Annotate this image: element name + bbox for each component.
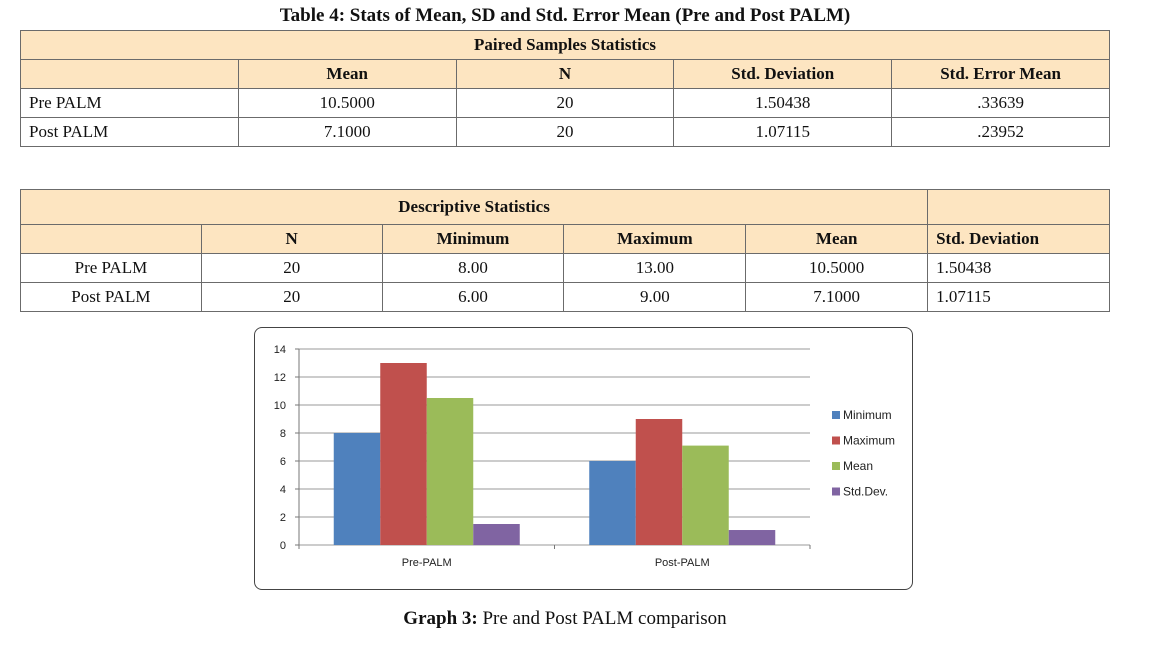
table-row: Post PALM 20 6.00 9.00 7.1000 1.07115 <box>20 282 1110 312</box>
cell-mean: 7.1000 <box>237 117 457 147</box>
column-header <box>20 59 239 89</box>
row-label: Post PALM <box>20 282 202 312</box>
bar-chart-svg: 0 2 4 6 8 10 12 14 Pre-PALM Post-PALM Minimum Maxim… <box>274 344 895 569</box>
legend-swatch <box>832 487 840 496</box>
legend-label: Std.Dev. <box>843 485 888 499</box>
column-header <box>20 224 202 254</box>
x-category-label: Post-PALM <box>655 557 710 569</box>
column-header-std-deviation: Std. Deviation <box>927 224 1110 254</box>
y-tick-label: 4 <box>280 484 286 496</box>
descriptive-statistics-heading: Descriptive Statistics <box>19 189 929 225</box>
y-tick-label: 10 <box>274 400 286 412</box>
y-tick-label: 14 <box>274 344 286 356</box>
bar-mean-post-palm <box>682 445 729 545</box>
column-header-std-error-mean: Std. Error Mean <box>891 59 1110 89</box>
bar-minimum-pre-palm <box>333 433 381 545</box>
cell-maximum: 13.00 <box>563 253 747 283</box>
cell-mean: 10.5000 <box>237 88 457 118</box>
cell-n: 20 <box>455 117 675 147</box>
paired-samples-table: Paired Samples Statistics Mean N Std. De… <box>20 30 1110 147</box>
cell-n: 20 <box>200 253 383 283</box>
row-label: Pre PALM <box>20 253 202 283</box>
y-tick-label: 6 <box>280 456 286 468</box>
column-header-maximum: Maximum <box>563 224 747 254</box>
cell-n: 20 <box>455 88 675 118</box>
cell-std-deviation: 1.50438 <box>927 253 1110 283</box>
cell-mean: 10.5000 <box>745 253 929 283</box>
y-tick-label: 8 <box>280 428 286 440</box>
graph-caption: Graph 3: Pre and Post PALM comparison <box>0 608 1130 630</box>
column-header-std-deviation: Std. Deviation <box>673 59 893 89</box>
legend-label: Maximum <box>843 434 895 448</box>
table-row: Pre PALM 10.5000 20 1.50438 .33639 <box>20 88 1110 118</box>
y-tick-label: 12 <box>274 372 286 384</box>
cell-std-deviation: 1.07115 <box>673 117 893 147</box>
table-title: Table 4: Stats of Mean, SD and Std. Erro… <box>279 5 851 26</box>
row-label: Pre PALM <box>20 88 239 118</box>
cell-std-deviation: 1.50438 <box>673 88 893 118</box>
cell-minimum: 6.00 <box>381 282 565 312</box>
cell-mean: 7.1000 <box>745 282 929 312</box>
cell-maximum: 9.00 <box>563 282 747 312</box>
legend-swatch <box>832 436 840 445</box>
bar-mean-pre-palm <box>426 398 474 545</box>
header-blank-cell <box>927 189 1110 225</box>
paired-samples-heading: Paired Samples Statistics <box>20 30 1110 60</box>
cell-std-error-mean: .23952 <box>891 117 1110 147</box>
column-header-mean: Mean <box>745 224 929 254</box>
legend-label: Mean <box>843 459 873 473</box>
column-header-n: N <box>200 224 383 254</box>
y-tick-label: 2 <box>280 512 286 524</box>
descriptive-statistics-table: Descriptive Statistics N Minimum Maximum… <box>19 189 1110 312</box>
column-header-minimum: Minimum <box>381 224 565 254</box>
caption-label: Graph 3: <box>403 608 478 629</box>
caption-text: Pre and Post PALM comparison <box>477 608 727 629</box>
bar-chart: 0 2 4 6 8 10 12 14 Pre-PALM Post-PALM Minimum Maxim… <box>254 327 913 590</box>
x-category-label: Pre-PALM <box>402 557 452 569</box>
table-row: Post PALM 7.1000 20 1.07115 .23952 <box>20 117 1110 147</box>
cell-n: 20 <box>200 282 383 312</box>
column-header-n: N <box>455 59 675 89</box>
column-header-mean: Mean <box>237 59 457 89</box>
bar-maximum-post-palm <box>635 419 683 545</box>
cell-minimum: 8.00 <box>381 253 565 283</box>
bar-std-dev-post-palm <box>728 530 776 545</box>
y-tick-label: 0 <box>280 540 286 552</box>
table-row: Pre PALM 20 8.00 13.00 10.5000 1.50438 <box>20 253 1110 283</box>
bar-std-dev-pre-palm <box>473 524 520 545</box>
row-label: Post PALM <box>20 117 239 147</box>
legend-label: Minimum <box>843 408 892 422</box>
cell-std-deviation: 1.07115 <box>927 282 1110 312</box>
cell-std-error-mean: .33639 <box>891 88 1110 118</box>
legend-swatch <box>832 462 840 470</box>
bar-minimum-post-palm <box>589 461 636 545</box>
bar-maximum-pre-palm <box>380 363 427 545</box>
legend-swatch <box>832 411 840 419</box>
